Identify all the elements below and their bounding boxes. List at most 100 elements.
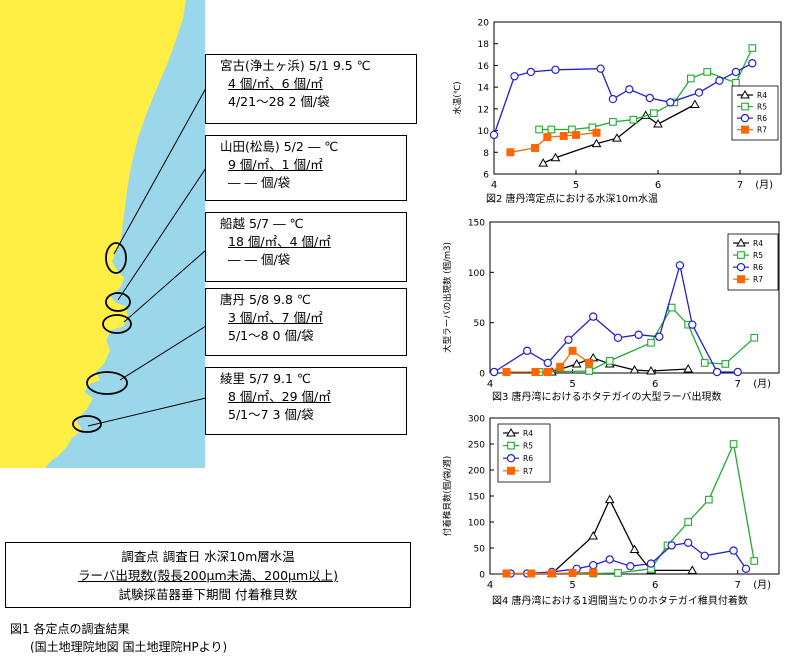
data-point-r6 bbox=[646, 559, 656, 568]
data-point-r6 bbox=[655, 332, 664, 341]
data-point-r6 bbox=[683, 538, 693, 547]
station-callout-ryori: 綾里 5/7 9.1 ℃ 8 個/㎡、29 個/㎡ 5/1～7 3 個/袋 bbox=[205, 367, 407, 435]
y-tick-label: 0 bbox=[479, 571, 485, 581]
data-point-r6 bbox=[715, 76, 724, 85]
legend-line-2: ラーバ出現数(殻長200μm未満、200μm以上) bbox=[77, 568, 339, 583]
y-tick-label: 300 bbox=[468, 415, 485, 425]
y-axis-label: 付着稚貝数(個/袋/週) bbox=[442, 456, 453, 536]
leader-line-funakoshi bbox=[123, 249, 207, 323]
series-line-r7 bbox=[510, 132, 597, 153]
series-r7 bbox=[506, 128, 601, 157]
series-r4 bbox=[547, 494, 698, 577]
legend-label-r6: R6 bbox=[757, 114, 767, 123]
data-point-r7 bbox=[572, 130, 580, 139]
legend-marker-r7 bbox=[741, 125, 749, 134]
chart-caption: 図3 唐丹湾におけるホタテガイの大型ラーバ出現数 bbox=[492, 390, 721, 403]
data-point-r6 bbox=[522, 346, 532, 356]
legend-marker-r6 bbox=[740, 113, 750, 123]
legend-box bbox=[731, 85, 779, 141]
y-tick-label: 18 bbox=[478, 40, 490, 50]
x-tick-label: 4 bbox=[491, 180, 497, 191]
legend-marker-r5 bbox=[741, 102, 749, 111]
data-point-r7 bbox=[531, 143, 539, 152]
data-point-r6 bbox=[688, 320, 697, 329]
station-header: 船越 5/7 ― ℃ bbox=[220, 216, 304, 231]
marker-ryori bbox=[72, 415, 102, 433]
data-point-r7 bbox=[592, 128, 601, 137]
legend-marker-r4 bbox=[740, 89, 750, 99]
legend-marker-r6 bbox=[736, 262, 746, 272]
data-point-r5 bbox=[568, 125, 576, 134]
data-point-r6 bbox=[543, 358, 553, 368]
legend-marker-r5 bbox=[737, 251, 745, 259]
data-point-r6 bbox=[667, 541, 676, 550]
data-point-r5 bbox=[721, 360, 730, 368]
data-point-r6 bbox=[741, 564, 751, 573]
legend-marker-r4 bbox=[506, 427, 516, 437]
data-point-r5 bbox=[750, 557, 759, 565]
x-tick-label: 5 bbox=[569, 379, 575, 390]
y-tick-label: 8 bbox=[483, 149, 489, 159]
y-tick-label: 250 bbox=[468, 441, 485, 451]
figure1-caption: 図1 各定点の調査結果 bbox=[10, 622, 130, 636]
legend-label-r6: R6 bbox=[523, 454, 533, 463]
marker-funakoshi bbox=[102, 314, 132, 334]
data-point-r4 bbox=[612, 133, 622, 142]
station-spat: 4/21～28 2 個/袋 bbox=[228, 94, 330, 109]
data-point-r6 bbox=[645, 93, 654, 103]
y-tick-label: 200 bbox=[468, 467, 485, 477]
leader-line-toni bbox=[119, 325, 207, 381]
x-tick-label: 6 bbox=[652, 580, 658, 591]
data-point-r7 bbox=[543, 133, 552, 142]
marker-miyako bbox=[105, 242, 127, 274]
data-point-r5 bbox=[703, 68, 712, 76]
data-point-r5 bbox=[684, 518, 693, 526]
land-area bbox=[0, 0, 186, 468]
data-point-r6 bbox=[608, 94, 618, 104]
x-tick-label: 5 bbox=[569, 580, 575, 591]
data-point-r4 bbox=[687, 565, 698, 574]
leader-line-ryori bbox=[87, 397, 207, 427]
data-point-r5 bbox=[667, 303, 676, 312]
x-axis-unit: (月) bbox=[753, 579, 771, 591]
station-larvae: 9 個/㎡、1 個/㎡ bbox=[228, 157, 323, 172]
data-point-r7 bbox=[585, 358, 594, 367]
data-point-r6 bbox=[625, 85, 634, 94]
coastline-map bbox=[0, 0, 207, 468]
legend-label-r7: R7 bbox=[523, 467, 533, 476]
data-point-r6 bbox=[731, 67, 741, 77]
series-r5 bbox=[535, 44, 757, 134]
y-axis-label: 大型ラーバの出現数 (個/m3) bbox=[442, 242, 453, 353]
station-larvae: 18 個/㎡、4 個/㎡ bbox=[228, 234, 331, 249]
data-point-r5 bbox=[588, 123, 597, 132]
series-r6 bbox=[489, 59, 757, 140]
y-axis-label: 水温(℃) bbox=[452, 81, 463, 114]
y-tick-label: 150 bbox=[468, 493, 485, 503]
data-point-r7 bbox=[556, 362, 565, 371]
series-r6 bbox=[489, 261, 742, 377]
marker-toni bbox=[86, 371, 128, 395]
data-point-r4 bbox=[571, 358, 582, 368]
legend-line-3: 試験採苗器垂下期間 付着稚貝数 bbox=[118, 587, 298, 602]
legend-label-r4: R4 bbox=[757, 91, 767, 100]
legend-marker-r6 bbox=[506, 454, 516, 463]
data-point-r5 bbox=[729, 440, 738, 448]
figure1-source: (国土地理院地図 国土地理院HPより) bbox=[30, 640, 228, 654]
y-tick-label: 12 bbox=[478, 105, 489, 115]
x-tick-label: 7 bbox=[735, 379, 741, 390]
data-point-r7 bbox=[506, 148, 515, 157]
legend-label-r4: R4 bbox=[523, 429, 533, 438]
data-point-r6 bbox=[700, 551, 709, 560]
y-tick-label: 100 bbox=[468, 519, 485, 529]
data-point-r7 bbox=[543, 367, 552, 376]
y-tick-label: 50 bbox=[474, 545, 486, 555]
data-point-r5 bbox=[609, 118, 617, 126]
data-point-r6 bbox=[675, 261, 685, 270]
plot-frame bbox=[493, 21, 782, 175]
data-point-r6 bbox=[564, 335, 573, 344]
data-point-r6 bbox=[733, 367, 742, 377]
data-point-r7 bbox=[527, 569, 536, 578]
chart-water-temperature: 6 8 10 12 14 16 18 20 4 5 6 7 (月) 水温(℃) R4 R5 R6 R7 図2 唐丹湾… bbox=[452, 19, 782, 205]
legend-label-r7: R7 bbox=[753, 275, 763, 284]
data-point-r4 bbox=[683, 363, 694, 373]
